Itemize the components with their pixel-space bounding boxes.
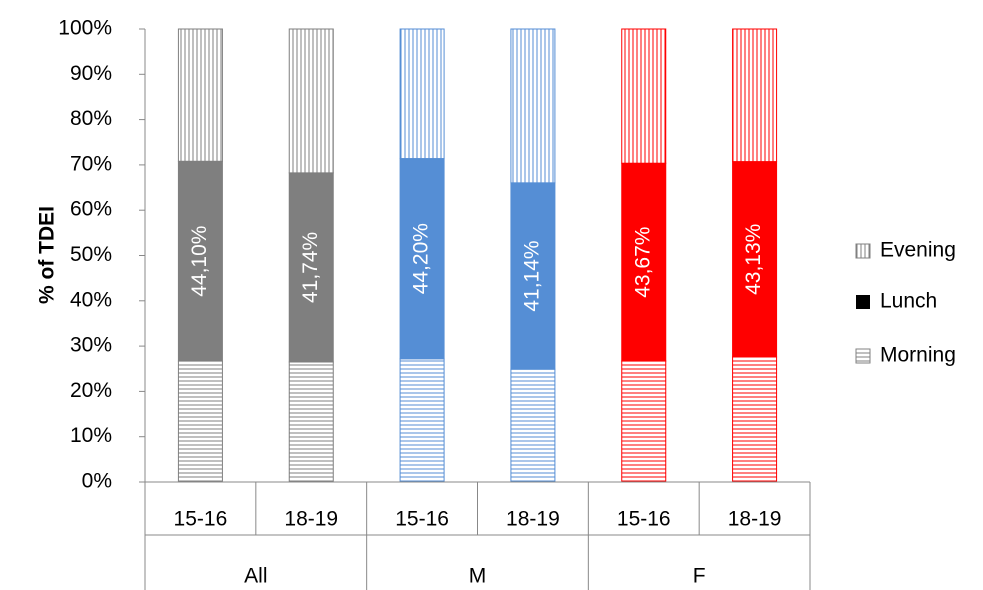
y-tick-label: 80% bbox=[70, 107, 112, 130]
data-label: 43,67% bbox=[631, 227, 654, 298]
bar-segment bbox=[621, 360, 667, 483]
bar-segment bbox=[288, 361, 334, 483]
y-tick-label: 30% bbox=[70, 334, 112, 357]
legend-swatch bbox=[856, 295, 870, 309]
data-label: 43,13% bbox=[742, 224, 765, 295]
data-label: 41,14% bbox=[520, 240, 543, 311]
bar-segment bbox=[399, 158, 445, 360]
y-tick-label: 40% bbox=[70, 288, 112, 311]
bar-segment bbox=[732, 161, 778, 358]
legend-label: Morning bbox=[880, 344, 956, 367]
legend-label: Evening bbox=[880, 239, 956, 262]
y-tick-label: 0% bbox=[82, 470, 112, 493]
bar-segment bbox=[510, 182, 556, 370]
bar-segment bbox=[621, 162, 667, 362]
y-axis-title: % of TDEI bbox=[36, 206, 59, 304]
y-tick-label: 90% bbox=[70, 62, 112, 85]
bar-segment bbox=[510, 368, 556, 483]
bar-segment bbox=[177, 28, 223, 162]
legend-swatch bbox=[855, 243, 871, 259]
bar-segment bbox=[621, 28, 667, 164]
y-tick-label: 20% bbox=[70, 379, 112, 402]
bar-segment bbox=[177, 160, 223, 362]
bar-segment bbox=[177, 360, 223, 483]
group-label: M bbox=[469, 565, 487, 588]
bar-segment bbox=[510, 28, 556, 184]
y-tick-label: 60% bbox=[70, 198, 112, 221]
x-tick-label: 15-16 bbox=[617, 508, 671, 531]
group-label: All bbox=[244, 565, 267, 588]
legend-swatch bbox=[855, 348, 871, 364]
y-tick-label: 10% bbox=[70, 424, 112, 447]
data-label: 44,20% bbox=[410, 223, 433, 294]
data-label: 41,74% bbox=[299, 232, 322, 303]
x-tick-label: 15-16 bbox=[174, 508, 228, 531]
x-tick-label: 18-19 bbox=[284, 508, 338, 531]
y-tick-label: 70% bbox=[70, 152, 112, 175]
y-tick-label: 100% bbox=[58, 17, 112, 40]
bar-segment bbox=[399, 28, 445, 160]
bar-segment bbox=[732, 356, 778, 483]
x-tick-label: 15-16 bbox=[395, 508, 449, 531]
group-label: F bbox=[693, 565, 706, 588]
y-tick-label: 50% bbox=[70, 243, 112, 266]
bar-segment bbox=[288, 28, 334, 174]
x-tick-label: 18-19 bbox=[728, 508, 782, 531]
bar-segment bbox=[399, 358, 445, 483]
x-tick-label: 18-19 bbox=[506, 508, 560, 531]
bar-segment bbox=[732, 28, 778, 163]
legend-label: Lunch bbox=[880, 290, 937, 313]
data-label: 44,10% bbox=[188, 226, 211, 297]
